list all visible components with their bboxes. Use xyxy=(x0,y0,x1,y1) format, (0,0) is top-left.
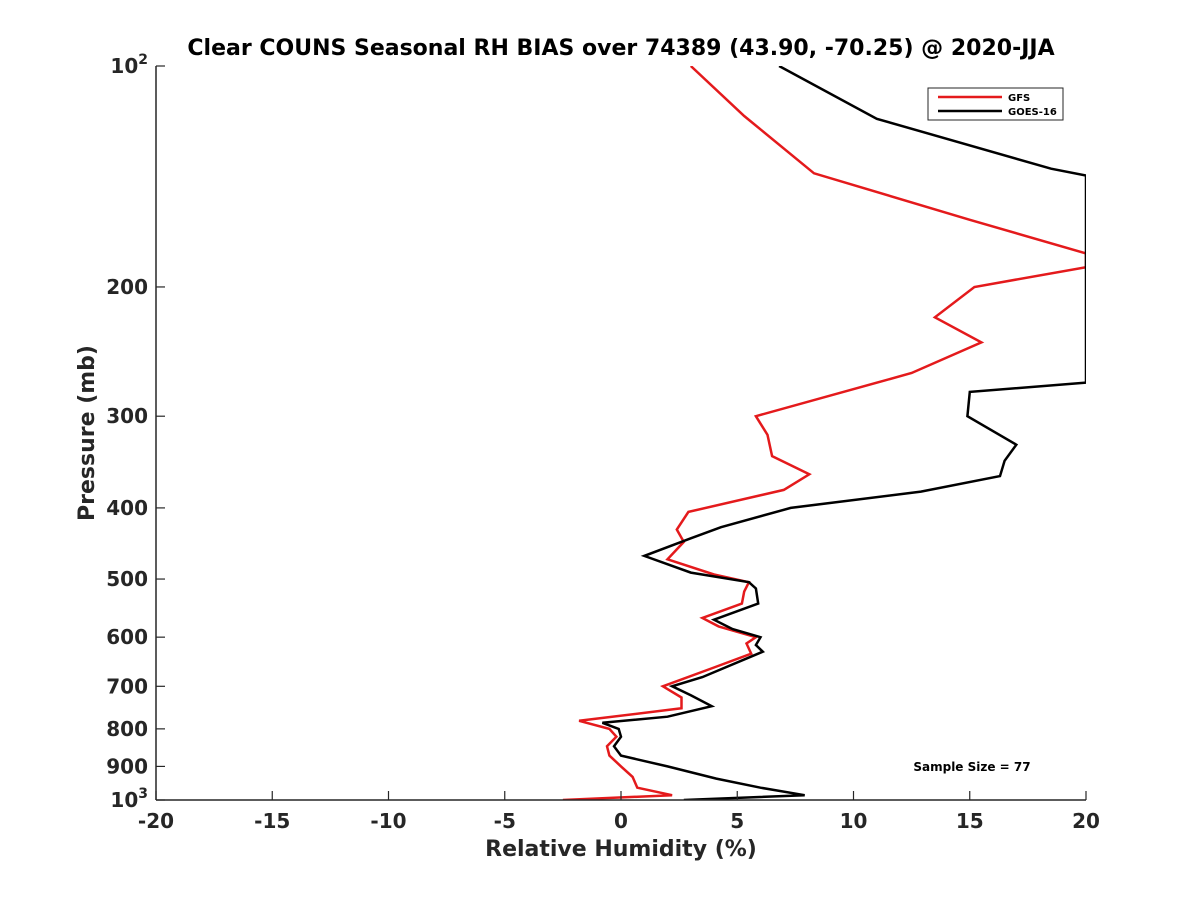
x-tick-label: -15 xyxy=(254,809,290,833)
y-tick-label: 102 xyxy=(110,52,148,78)
y-tick-label: 700 xyxy=(106,674,148,698)
x-ticks: -20 -15 -10 -5 0 5 10 15 20 xyxy=(138,791,1100,833)
x-axis-label: Relative Humidity (%) xyxy=(485,837,757,862)
y-axis-label: Pressure (mb) xyxy=(75,345,100,521)
x-tick-label: 20 xyxy=(1072,809,1100,833)
x-tick-label: 0 xyxy=(614,809,628,833)
legend-box xyxy=(927,87,1064,121)
y-tick-label: 900 xyxy=(106,754,148,778)
series-line-goes16 xyxy=(601,66,1086,800)
legend-label-gfs: GFS xyxy=(1008,93,1030,104)
y-tick-exponent: 3 xyxy=(138,786,148,802)
y-tick-label: 500 xyxy=(106,567,148,591)
x-tick-label: -5 xyxy=(494,809,516,833)
y-tick-label: 200 xyxy=(106,275,148,299)
legend: GFS GOES-16 xyxy=(927,87,1064,121)
sample-size-annotation: Sample Size = 77 xyxy=(913,760,1030,774)
y-tick-label: 800 xyxy=(106,717,148,741)
legend-label-goes16: GOES-16 xyxy=(1008,107,1057,118)
y-tick-label: 103 xyxy=(110,786,148,812)
x-tick-label: -10 xyxy=(370,809,406,833)
chart-title: Clear COUNS Seasonal RH BIAS over 74389 … xyxy=(187,36,1054,61)
x-tick-label: 5 xyxy=(730,809,744,833)
y-tick-base: 10 xyxy=(110,54,138,78)
y-tick-label: 400 xyxy=(106,496,148,520)
y-tick-exponent: 2 xyxy=(138,52,148,68)
x-tick-label: -20 xyxy=(138,809,174,833)
x-tick-label: 10 xyxy=(840,809,868,833)
series-layer xyxy=(562,66,1086,800)
x-tick-label: 15 xyxy=(956,809,984,833)
y-tick-label: 300 xyxy=(106,404,148,428)
series-line-gfs xyxy=(562,66,1086,800)
y-tick-label: 600 xyxy=(106,625,148,649)
plot-area xyxy=(156,66,1086,800)
y-tick-base: 10 xyxy=(110,788,138,812)
